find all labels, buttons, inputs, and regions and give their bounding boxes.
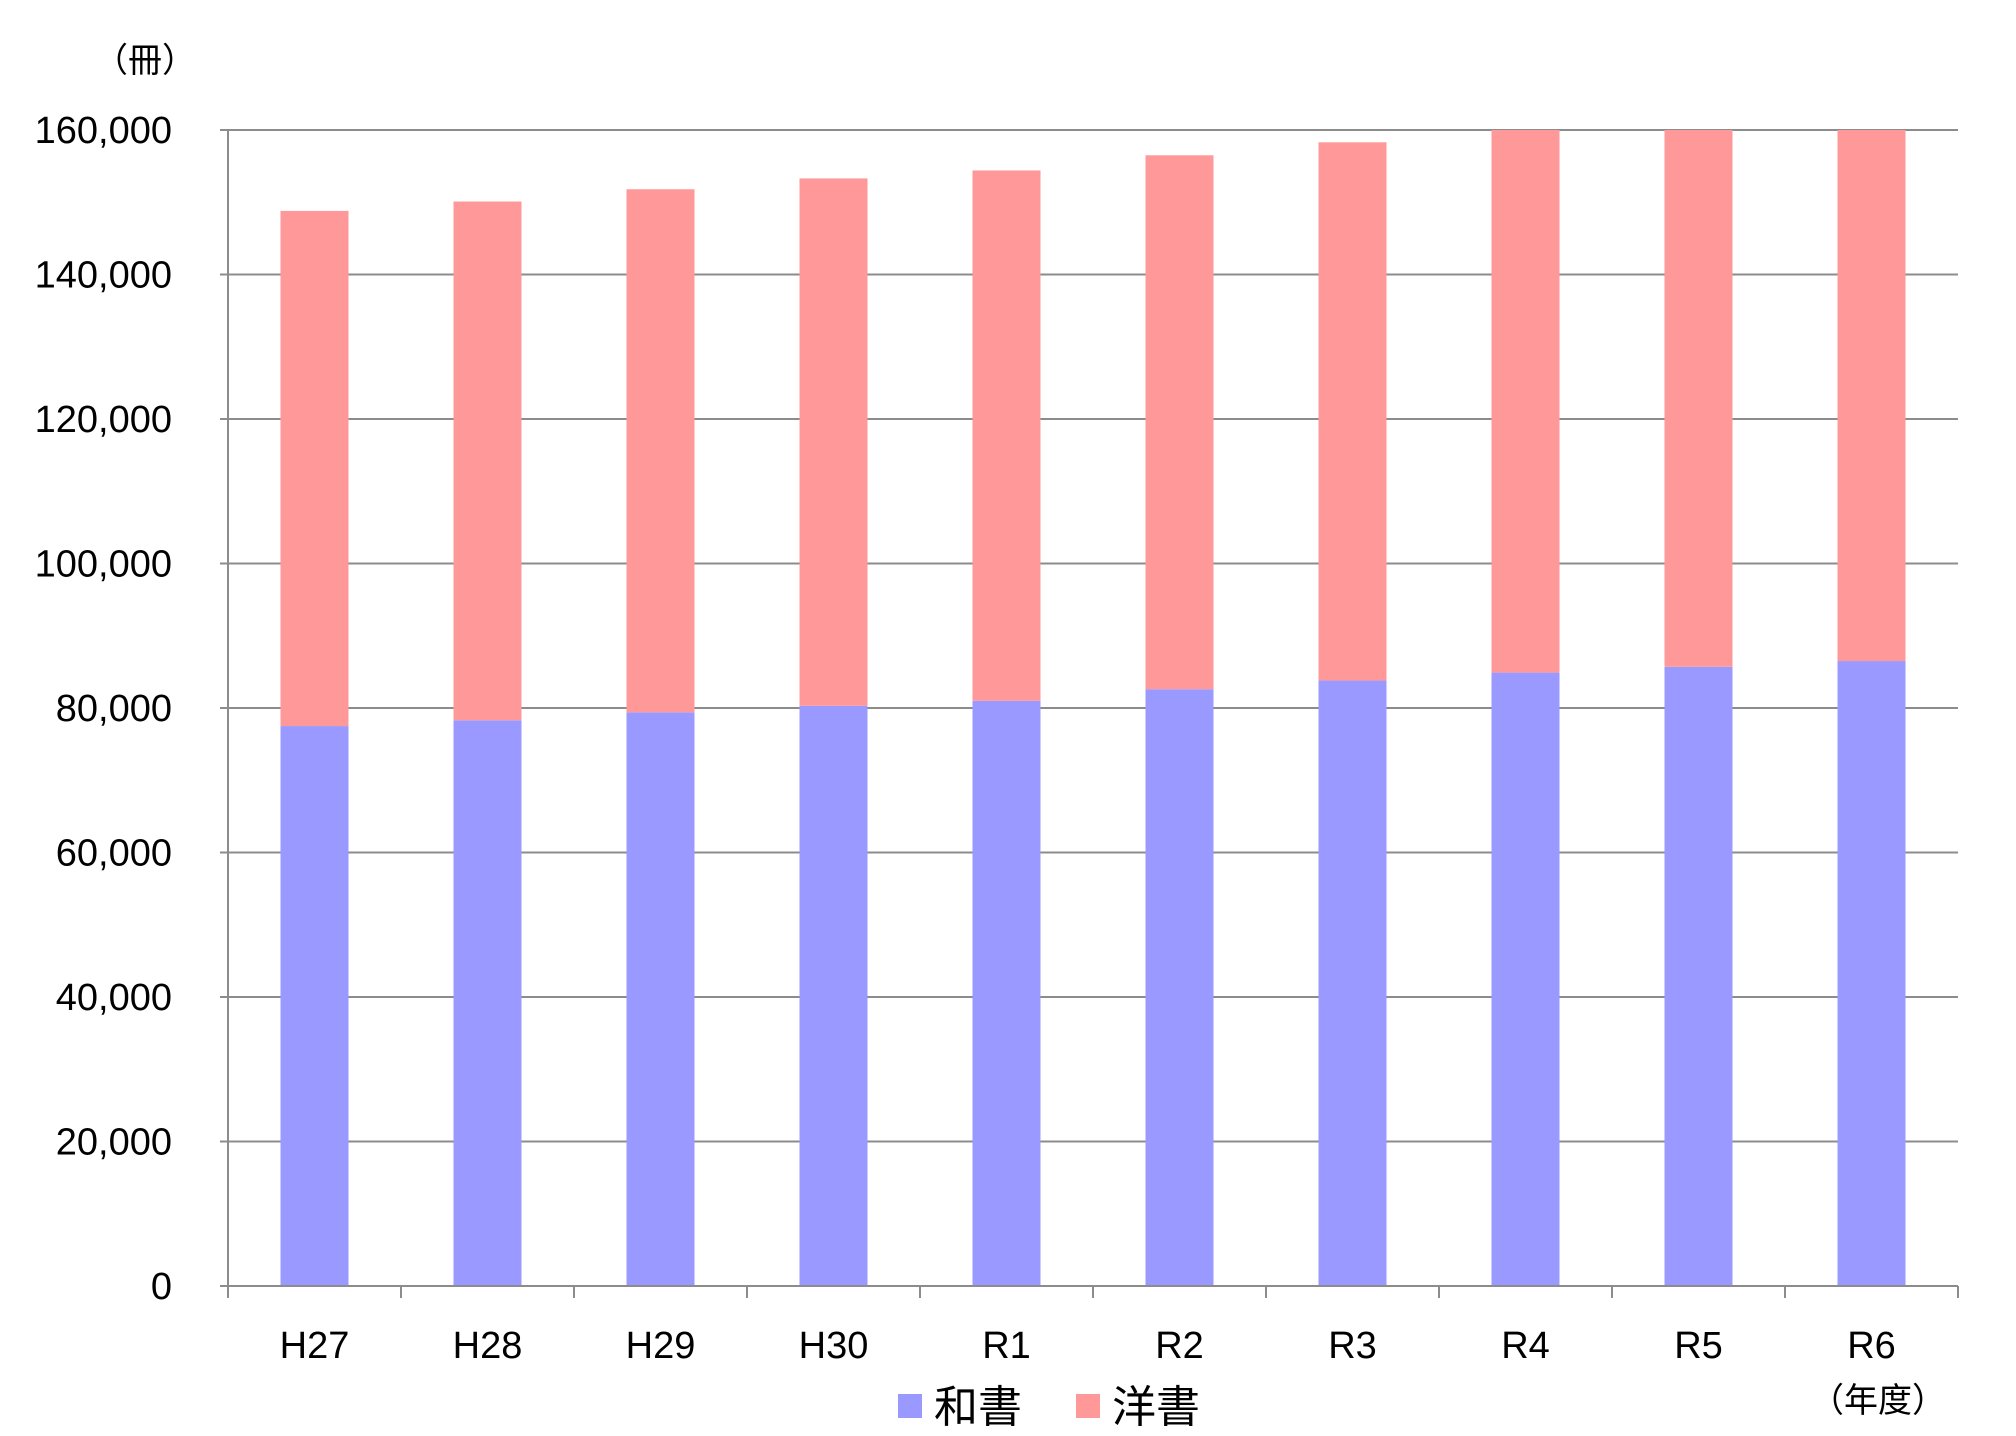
- y-tick-label: 60,000: [56, 833, 172, 875]
- axes: [220, 129, 1959, 1298]
- bar-yosho-R3: [1318, 142, 1387, 681]
- bar-washo-R2: [1145, 689, 1214, 1286]
- bars: [280, 130, 1906, 1286]
- bar-washo-R1: [972, 700, 1041, 1286]
- bar-yosho-H30: [799, 178, 868, 706]
- bar-yosho-H28: [453, 201, 522, 721]
- bar-washo-R3: [1318, 680, 1387, 1286]
- y-tick-label: 100,000: [35, 544, 172, 586]
- bar-washo-H27: [280, 726, 349, 1286]
- y-tick-labels: 0 20,000 40,000 60,000 80,000 100,000 120,000 1…: [35, 110, 172, 1308]
- x-tick-label: R5: [1674, 1325, 1723, 1367]
- y-tick-label: 160,000: [35, 110, 172, 152]
- y-tick-label: 20,000: [56, 1122, 172, 1164]
- legend-label: 洋書: [1112, 1382, 1200, 1433]
- legend-label: 和書: [934, 1382, 1022, 1433]
- x-tick-label: R2: [1155, 1325, 1204, 1367]
- bar-washo-H28: [453, 720, 522, 1286]
- y-tick-label: 0: [151, 1266, 172, 1308]
- bar-yosho-H29: [626, 189, 695, 713]
- x-tick-label: R6: [1847, 1325, 1896, 1367]
- bar-yosho-R6: [1837, 130, 1906, 662]
- x-tick-label: R3: [1328, 1325, 1377, 1367]
- y-tick-label: 40,000: [56, 977, 172, 1019]
- bar-washo-H30: [799, 705, 868, 1286]
- bar-yosho-R5: [1664, 130, 1733, 667]
- x-tick-label: H27: [280, 1325, 350, 1367]
- y-tick-label: 140,000: [35, 255, 172, 297]
- x-tick-labels: H27 H28 H29 H30 R1 R2 R3 R4 R5 R6: [280, 1325, 1896, 1367]
- y-axis-unit-label: （冊）: [94, 41, 196, 81]
- x-tick-label: H29: [626, 1325, 696, 1367]
- x-tick-label: R1: [982, 1325, 1031, 1367]
- bar-washo-R6: [1837, 661, 1906, 1286]
- y-tick-label: 120,000: [35, 399, 172, 441]
- x-tick-label: R4: [1501, 1325, 1550, 1367]
- legend-swatch: [1076, 1394, 1100, 1418]
- x-axis-unit-label: （年度）: [1810, 1381, 1946, 1421]
- bar-yosho-H27: [280, 210, 349, 727]
- x-tick-label: H28: [453, 1325, 523, 1367]
- x-tick-label: H30: [799, 1325, 869, 1367]
- bar-yosho-R4: [1491, 130, 1560, 673]
- legend-swatch: [898, 1394, 922, 1418]
- bar-washo-R4: [1491, 672, 1560, 1286]
- bar-yosho-R1: [972, 170, 1041, 701]
- bar-yosho-R2: [1145, 155, 1214, 690]
- legend: 和書 洋書: [898, 1382, 1200, 1433]
- bar-washo-H29: [626, 712, 695, 1286]
- bar-washo-R5: [1664, 666, 1733, 1286]
- y-tick-label: 80,000: [56, 688, 172, 730]
